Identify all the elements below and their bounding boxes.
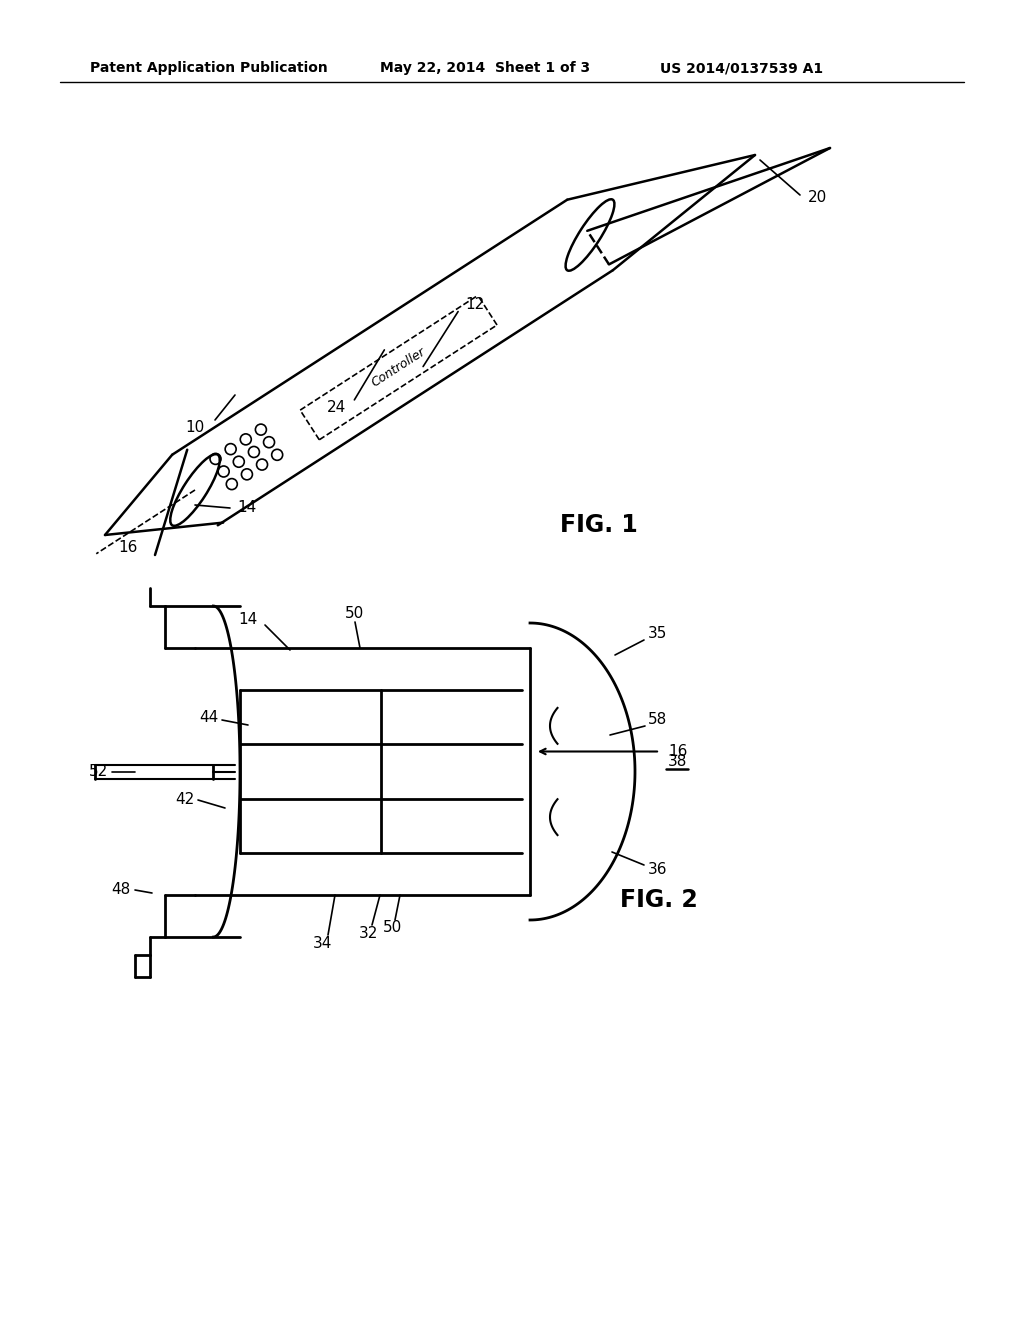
Text: 20: 20 <box>808 190 827 205</box>
Text: Controller: Controller <box>369 346 428 389</box>
Text: 14: 14 <box>239 612 258 627</box>
Text: 58: 58 <box>648 713 668 727</box>
Text: 44: 44 <box>199 710 218 726</box>
Text: 42: 42 <box>176 792 195 808</box>
Text: FIG. 2: FIG. 2 <box>620 888 697 912</box>
Text: May 22, 2014  Sheet 1 of 3: May 22, 2014 Sheet 1 of 3 <box>380 61 590 75</box>
Text: 35: 35 <box>648 627 668 642</box>
Text: 32: 32 <box>358 927 378 941</box>
Text: 38: 38 <box>668 755 687 770</box>
Text: 12: 12 <box>465 297 484 312</box>
Text: 34: 34 <box>313 936 333 952</box>
Text: 36: 36 <box>648 862 668 878</box>
Text: 52: 52 <box>89 764 108 779</box>
Text: 14: 14 <box>237 500 256 516</box>
Text: FIG. 1: FIG. 1 <box>560 513 638 537</box>
Text: 16: 16 <box>119 540 137 554</box>
Text: 50: 50 <box>383 920 402 936</box>
Text: 48: 48 <box>111 883 130 898</box>
Text: US 2014/0137539 A1: US 2014/0137539 A1 <box>660 61 823 75</box>
Text: 10: 10 <box>185 421 205 436</box>
Text: Patent Application Publication: Patent Application Publication <box>90 61 328 75</box>
Text: 24: 24 <box>327 400 346 416</box>
Text: 16: 16 <box>668 744 687 759</box>
Text: 50: 50 <box>345 606 365 622</box>
